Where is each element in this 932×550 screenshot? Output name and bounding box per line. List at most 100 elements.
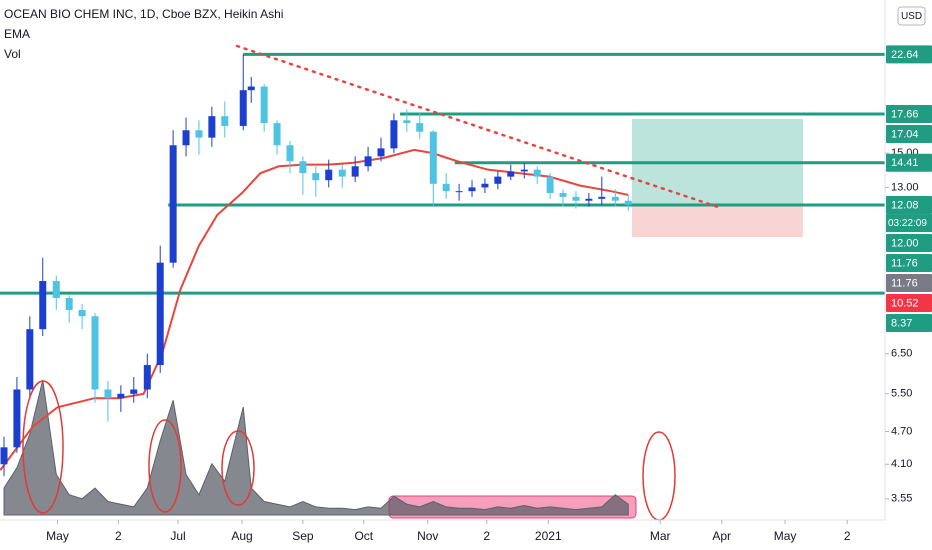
circle-annotation: [22, 380, 64, 514]
candle-body: [507, 171, 515, 177]
candle-body: [325, 169, 333, 181]
price-label: 14.41: [891, 157, 919, 169]
x-tick-label: Apr: [712, 529, 731, 543]
candle-body: [351, 166, 359, 177]
candle-body: [143, 365, 151, 390]
candle-body: [91, 316, 99, 390]
price-label-box: [886, 294, 932, 313]
y-tick-label: 5.50: [891, 388, 912, 400]
x-tick-label: Aug: [231, 529, 252, 543]
candle-body: [247, 86, 255, 91]
circle-annotation: [148, 419, 182, 513]
candle-body: [299, 161, 307, 174]
candle-body: [559, 193, 567, 197]
price-label-box: [886, 45, 932, 64]
candle-body: [169, 145, 177, 263]
candle-body: [156, 262, 164, 366]
x-tick-label: 2021: [535, 529, 562, 543]
candle-body: [182, 130, 190, 146]
candle-body: [286, 145, 294, 162]
candle-body: [39, 281, 47, 330]
candle-body: [429, 131, 437, 184]
candle-body: [468, 187, 476, 192]
candle-body: [390, 120, 398, 149]
candle-body: [208, 116, 216, 138]
legend-ema: EMA: [4, 27, 30, 41]
candle-body: [312, 173, 320, 181]
x-tick-label: Jul: [170, 529, 185, 543]
price-label: 22.64: [891, 49, 919, 61]
x-tick-label: Nov: [417, 529, 438, 543]
price-label-box: [886, 314, 932, 333]
candle-body: [273, 123, 281, 146]
legend-volume: Vol: [4, 47, 21, 61]
candle-body: [65, 297, 73, 310]
candle-body: [364, 156, 372, 167]
candle-body: [104, 389, 112, 399]
y-tick-label: 13.00: [891, 181, 919, 193]
candle-body: [117, 393, 125, 399]
x-tick-label: Oct: [354, 529, 373, 543]
price-label: 11.76: [891, 277, 918, 289]
candle-body: [221, 116, 229, 126]
volume-area: [3, 379, 629, 516]
price-label: 12.08: [891, 199, 919, 211]
candle-body: [455, 191, 463, 193]
circle-annotation: [221, 430, 255, 506]
price-label-box: [886, 234, 932, 253]
loss-zone: [632, 205, 803, 237]
countdown: 03:22:09: [888, 218, 927, 229]
plot: [0, 52, 885, 516]
price-label-box: [886, 153, 932, 172]
candle-body: [130, 389, 138, 394]
price-label-box: [886, 124, 932, 143]
candle-body: [260, 86, 268, 124]
y-tick-label: 6.50: [891, 348, 912, 360]
candle-body: [624, 200, 632, 205]
price-label: 11.76: [891, 257, 918, 269]
y-tick-label: 4.70: [891, 425, 912, 437]
candle-body: [0, 447, 8, 465]
candle-body: [611, 196, 619, 201]
countdown-box: [886, 214, 932, 233]
candle-body: [494, 176, 502, 184]
candle-body: [481, 183, 489, 188]
price-label: 12.00: [891, 237, 919, 249]
y-tick-label: 3.55: [891, 493, 912, 505]
candle-body: [572, 196, 580, 201]
candle-body: [26, 329, 34, 390]
candle-body: [442, 183, 450, 192]
candle-body: [78, 309, 86, 317]
candle-body: [403, 120, 411, 124]
candle-body: [338, 169, 346, 177]
x-tick-label: May: [774, 529, 797, 543]
candle-body: [416, 123, 424, 132]
candle-body: [239, 90, 247, 126]
currency[interactable]: USD: [901, 11, 922, 22]
currency-button[interactable]: [897, 6, 926, 26]
candle-body: [520, 169, 528, 172]
x-tick-label: May: [46, 529, 69, 543]
candle-body: [585, 198, 593, 201]
price-label: 17.04: [891, 128, 919, 140]
x-tick-label: 2: [115, 529, 122, 543]
price-label: 10.52: [891, 297, 919, 309]
y-tick-label: 4.10: [891, 458, 912, 470]
x-tick-label: 2: [483, 529, 490, 543]
x-tick-label: Mar: [650, 529, 671, 543]
candle-body: [52, 281, 60, 298]
candle-body: [598, 196, 606, 199]
candle-body: [533, 169, 541, 177]
price-label-box: [886, 274, 932, 293]
chart-title: OCEAN BIO CHEM INC, 1D, Cboe BZX, Heikin…: [4, 7, 283, 21]
price-label-box: [886, 196, 932, 215]
candle-body: [13, 389, 21, 448]
candle-body: [195, 130, 203, 138]
price-label: 17.66: [891, 108, 919, 120]
x-tick-label: Sep: [292, 529, 314, 543]
x-tick-label: 2: [844, 529, 851, 543]
price-label-box: [886, 254, 932, 273]
